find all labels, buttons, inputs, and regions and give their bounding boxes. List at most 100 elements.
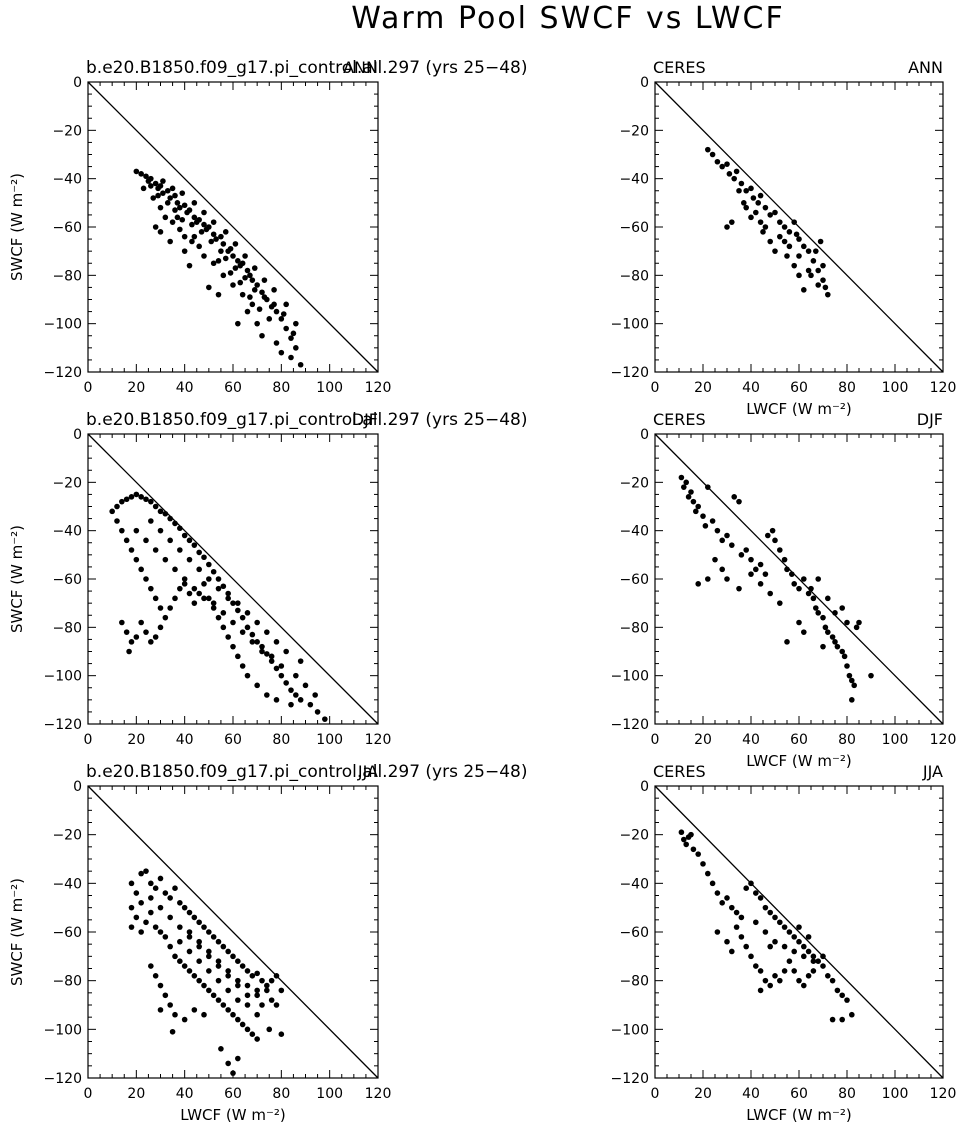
data-point bbox=[784, 566, 790, 573]
data-point bbox=[169, 219, 176, 225]
data-point bbox=[743, 204, 749, 211]
data-point bbox=[239, 963, 246, 969]
data-point bbox=[714, 527, 721, 534]
data-point bbox=[777, 233, 783, 240]
x-tick-label: 0 bbox=[651, 732, 660, 748]
data-point bbox=[222, 229, 229, 235]
data-point bbox=[157, 982, 164, 989]
data-point bbox=[786, 929, 793, 935]
data-point bbox=[829, 1016, 836, 1023]
data-point bbox=[273, 308, 280, 315]
x-tick-label: 120 bbox=[930, 380, 957, 396]
data-point bbox=[825, 973, 831, 979]
data-point bbox=[796, 585, 802, 592]
data-point bbox=[767, 590, 773, 597]
data-point bbox=[242, 253, 248, 259]
data-point bbox=[191, 914, 198, 921]
data-point bbox=[157, 183, 164, 189]
data-point bbox=[198, 229, 205, 235]
data-point bbox=[738, 914, 745, 921]
data-point bbox=[196, 566, 202, 573]
x-tick-label: 20 bbox=[127, 732, 145, 748]
data-point bbox=[239, 1021, 246, 1028]
data-point bbox=[733, 909, 740, 916]
data-point bbox=[719, 900, 725, 906]
data-point bbox=[172, 207, 178, 213]
data-point bbox=[254, 282, 260, 288]
data-point bbox=[242, 274, 248, 281]
data-point bbox=[781, 224, 788, 230]
data-point bbox=[856, 619, 862, 626]
data-point bbox=[172, 520, 178, 527]
scatter-panel-3: 0 20 40 60 80 100 120 0 −20 −40 −60 −80 −100 −120 b.e2… bbox=[8, 410, 528, 748]
data-point bbox=[801, 629, 807, 635]
data-point bbox=[128, 904, 135, 911]
data-point bbox=[264, 651, 270, 657]
data-point bbox=[293, 692, 299, 698]
reference-line bbox=[87, 785, 379, 1079]
x-tick-label: 80 bbox=[272, 732, 290, 748]
reference-line bbox=[654, 785, 944, 1079]
data-point bbox=[186, 556, 193, 563]
data-point bbox=[230, 253, 236, 259]
data-point bbox=[729, 219, 735, 225]
data-point bbox=[705, 576, 711, 582]
data-point bbox=[172, 885, 178, 891]
data-point bbox=[239, 291, 246, 298]
data-point bbox=[760, 229, 766, 235]
data-point bbox=[249, 301, 256, 308]
y-tick-label: −60 bbox=[52, 220, 82, 236]
data-point bbox=[762, 224, 769, 230]
data-point bbox=[109, 508, 115, 515]
y-tick-label: −20 bbox=[52, 475, 82, 491]
data-point bbox=[273, 1002, 280, 1008]
data-point bbox=[733, 168, 740, 175]
data-point bbox=[186, 262, 193, 269]
data-point bbox=[244, 1026, 251, 1033]
panel-left-string: b.e20.B1850.f09_g17.pi_control.all.297 (… bbox=[86, 762, 528, 782]
x-tick-label: 80 bbox=[272, 380, 290, 396]
scatter-panel-1: 0 20 40 60 80 100 120 0 −20 −40 −60 −80 −100 −120 b.e2… bbox=[8, 58, 528, 396]
y-tick-label: −20 bbox=[619, 475, 649, 491]
data-point bbox=[805, 934, 812, 940]
data-point bbox=[791, 968, 797, 974]
data-point bbox=[288, 701, 294, 708]
data-point bbox=[705, 146, 711, 153]
data-point bbox=[244, 610, 251, 616]
data-point bbox=[753, 566, 759, 573]
data-point bbox=[148, 498, 154, 505]
y-tick-label: −40 bbox=[619, 524, 649, 540]
data-point bbox=[138, 929, 144, 935]
data-point bbox=[796, 938, 802, 945]
data-point bbox=[220, 1002, 227, 1008]
x-tick-label: 60 bbox=[224, 732, 242, 748]
data-point bbox=[851, 682, 857, 689]
data-point bbox=[302, 682, 309, 689]
data-point bbox=[167, 914, 173, 921]
data-point bbox=[796, 236, 802, 242]
data-point bbox=[215, 585, 222, 592]
data-point bbox=[208, 238, 215, 245]
data-point bbox=[123, 629, 130, 635]
data-point bbox=[160, 190, 166, 196]
data-point bbox=[786, 243, 793, 250]
data-point bbox=[225, 968, 231, 974]
data-point bbox=[244, 982, 251, 989]
data-point bbox=[225, 948, 231, 955]
data-point bbox=[724, 224, 730, 230]
data-point bbox=[259, 1002, 265, 1008]
data-point bbox=[177, 900, 183, 906]
data-point bbox=[162, 934, 169, 940]
y-tick-label: −100 bbox=[611, 1022, 649, 1038]
data-point bbox=[808, 585, 814, 592]
y-axis-label: SWCF (W m⁻²) bbox=[8, 525, 26, 633]
data-point bbox=[201, 253, 207, 259]
data-point bbox=[829, 977, 836, 984]
data-point bbox=[762, 204, 769, 211]
data-point bbox=[719, 537, 725, 544]
x-axis-label: LWCF (W m⁻²) bbox=[746, 1106, 852, 1124]
data-point bbox=[767, 943, 773, 950]
data-point bbox=[839, 605, 845, 611]
data-point bbox=[191, 214, 198, 221]
data-point bbox=[249, 973, 256, 979]
